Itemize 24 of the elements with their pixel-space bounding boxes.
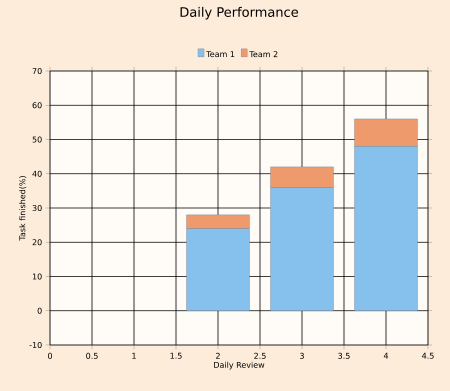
x-tick-label: 4.5 xyxy=(422,352,434,359)
y-tick-label: 30 xyxy=(32,204,42,212)
y-tick-label: 20 xyxy=(32,239,42,246)
y-tick-label: 50 xyxy=(32,136,42,143)
x-tick-label: 4 xyxy=(384,352,388,359)
x-tick-label: 0 xyxy=(48,352,52,359)
x-tick-label: 1 xyxy=(132,352,136,359)
y-tick-label: 70 xyxy=(32,68,42,74)
y-tick-label: 10 xyxy=(32,273,42,280)
x-tick-label: 0.5 xyxy=(86,352,98,359)
y-tick-label: 0 xyxy=(38,308,42,314)
x-tick-label: 1.5 xyxy=(170,352,182,359)
legend-label: Team 2 xyxy=(249,51,278,58)
chart-title: Daily Performance xyxy=(180,6,298,20)
y-tick-label: -10 xyxy=(30,342,42,348)
y-axis-title: Task finished(%) xyxy=(19,176,26,241)
y-tick-label: 40 xyxy=(32,170,42,177)
y-tick-label: 60 xyxy=(32,102,42,108)
x-axis-title: Daily Review xyxy=(214,362,264,370)
x-tick-label: 2.5 xyxy=(254,352,266,359)
x-tick-label: 3.5 xyxy=(338,352,350,359)
legend-label: Team 1 xyxy=(206,51,234,58)
x-tick-label: 2 xyxy=(216,352,220,359)
x-tick-label: 3 xyxy=(300,352,304,359)
